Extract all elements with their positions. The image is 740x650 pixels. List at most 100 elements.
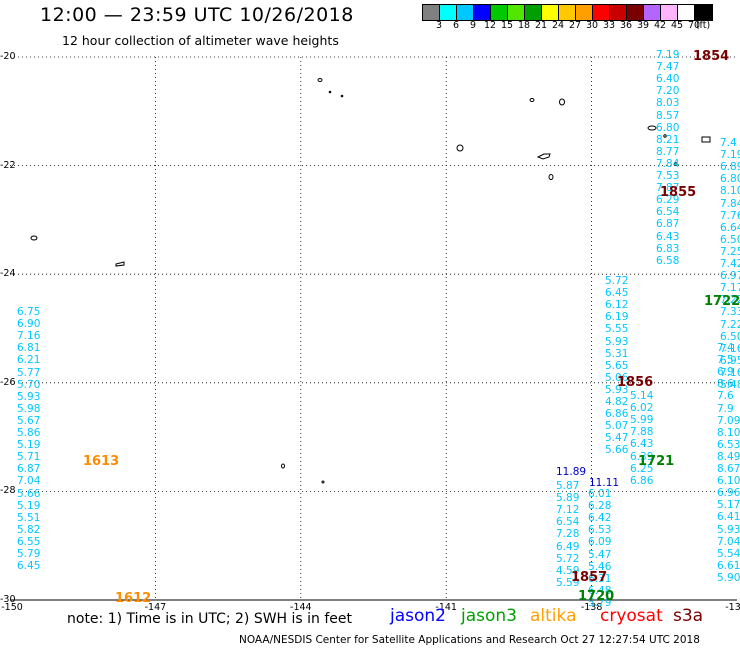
island-outline: [674, 162, 678, 166]
wave-height-value: 6.86: [630, 474, 654, 487]
wave-height-value: 7.4: [717, 342, 734, 354]
wave-height-value: 7.47: [656, 61, 680, 74]
color-swatch: [423, 5, 440, 20]
wave-height-value: 8.10: [720, 185, 740, 198]
wave-height-value: 5.31: [605, 347, 629, 360]
wave-height-value: 6.49: [556, 540, 580, 553]
wave-height-value: 6.02: [630, 402, 654, 415]
color-scale-label: 18: [517, 20, 531, 31]
wave-height-value: 7.25: [720, 245, 740, 258]
color-swatch: [474, 5, 491, 20]
wave-height-value: 7.19: [656, 49, 680, 61]
wave-height-value: 6.83: [656, 242, 680, 255]
wave-height-value: 6.43: [656, 230, 680, 243]
wave-height-value: 5.72: [556, 552, 580, 565]
color-swatch: [559, 5, 576, 20]
satellite-legend-entry: altika: [530, 606, 577, 626]
latitude-label: -30: [0, 594, 16, 605]
wave-height-value: 7.84: [720, 197, 740, 210]
wave-height-value: 5.77: [17, 366, 41, 379]
map-title: 12:00 — 23:59 UTC 10/26/2018: [40, 4, 354, 26]
wave-height-value: 5.54: [717, 547, 740, 560]
wave-height-value: 6.29: [656, 194, 680, 207]
wave-height-value: 7.88: [630, 426, 654, 439]
wave-height-value: 5.93: [605, 383, 629, 396]
wave-height-value: 6.45: [605, 287, 629, 300]
wave-height-value: 6.50: [720, 330, 740, 343]
wave-height-value: 6.96: [717, 487, 740, 500]
longitude-label: -13: [725, 602, 740, 613]
wave-height-value: 6.90: [17, 318, 41, 331]
color-scale-bar: [422, 4, 713, 21]
island-outline: [559, 98, 565, 106]
wave-height-value: 5.87: [556, 480, 580, 492]
wave-height-value: 7.87: [656, 182, 680, 195]
credit-line: NOAA/NESDIS Center for Satellite Applica…: [239, 634, 700, 646]
wave-height-value: 6.75: [17, 306, 41, 318]
wave-height-value: 8.03: [656, 97, 680, 110]
wave-height-value: 6.43: [630, 438, 654, 451]
latitude-label: -28: [0, 485, 16, 497]
wave-height-value: 5.71: [17, 451, 41, 464]
wave-height-value: 5.65: [605, 359, 629, 372]
wave-height-value: 6.54: [556, 516, 580, 529]
wave-height-value: 5.90: [717, 571, 740, 584]
wave-height-value: 6.42: [588, 512, 612, 525]
color-scale-label: 30: [585, 20, 599, 31]
footer-note: note: 1) Time is in UTC; 2) SWH is in fe…: [67, 611, 353, 627]
wave-height-value: 8.77: [656, 145, 680, 158]
wave-height-value: 5.66: [17, 487, 41, 500]
wave-height-value: 5.93: [717, 523, 740, 536]
wave-height-value: 6.87: [17, 463, 41, 476]
pass-time-label: 1722: [704, 294, 740, 309]
pass-time-label: 1613: [83, 454, 120, 469]
wave-height-value: 5.66: [605, 444, 629, 457]
wave-height-value: 6.9: [717, 366, 734, 379]
wave-height-value: 8.57: [656, 109, 680, 122]
island-outline: [30, 235, 38, 241]
wave-height-value: 5.14: [630, 390, 654, 402]
color-swatch: [440, 5, 457, 20]
color-scale-label: 70: [687, 20, 701, 31]
wave-height-value: 5.47: [605, 432, 629, 445]
wave-height-value: 8.49: [717, 450, 740, 463]
wave-height-value: 7.04: [717, 535, 740, 548]
wave-height-value: 7.84: [656, 157, 680, 170]
color-scale-label: 24: [551, 20, 565, 31]
wave-height-value: 7.16: [17, 330, 41, 343]
longitude-label: -138: [580, 602, 603, 613]
wave-height-value: 7.76: [720, 209, 740, 222]
wave-height-value: 6.31: [588, 572, 612, 585]
color-swatch: [593, 5, 610, 20]
wave-height-value: 6.50: [720, 233, 740, 246]
wave-height-value: 6.21: [17, 354, 41, 367]
wave-height-value: 7.17: [720, 282, 740, 295]
wave-height-value: 5.17: [717, 499, 740, 512]
satellite-legend-entry: s3a: [673, 606, 704, 626]
wave-height-value: 6.53: [717, 438, 740, 451]
wave-height-value: 5.70: [17, 378, 41, 391]
pass-time-label: 1612: [115, 591, 152, 606]
wave-height-value: 7.04: [17, 475, 41, 488]
longitude-label: -147: [144, 602, 167, 613]
satellite-legend-entry: cryosat: [600, 606, 663, 626]
wave-height-value: 5.55: [605, 323, 629, 336]
island-outline: [317, 78, 323, 82]
color-swatch: [678, 5, 695, 20]
wave-height-value: 7.16: [720, 342, 740, 355]
wave-height-value: 8.67: [717, 463, 740, 475]
color-swatch: [457, 5, 474, 20]
color-swatch: [610, 5, 627, 20]
color-scale-label: 9: [469, 20, 477, 31]
map-subtitle: 12 hour collection of altimeter wave hei…: [62, 33, 339, 48]
latitude-label: -26: [0, 376, 16, 388]
wave-height-value: 8.21: [656, 133, 680, 146]
wave-height-value: 5.99: [630, 414, 654, 427]
wave-height-value: 6.61: [717, 559, 740, 572]
wave-height-value: 5.72: [605, 275, 629, 287]
satellite-legend-entry: jason3: [461, 606, 517, 626]
longitude-label: -144: [290, 602, 312, 613]
wave-height-value: 8.10: [717, 426, 740, 439]
latitude-label: -24: [0, 268, 16, 280]
island-outline: [663, 134, 667, 138]
